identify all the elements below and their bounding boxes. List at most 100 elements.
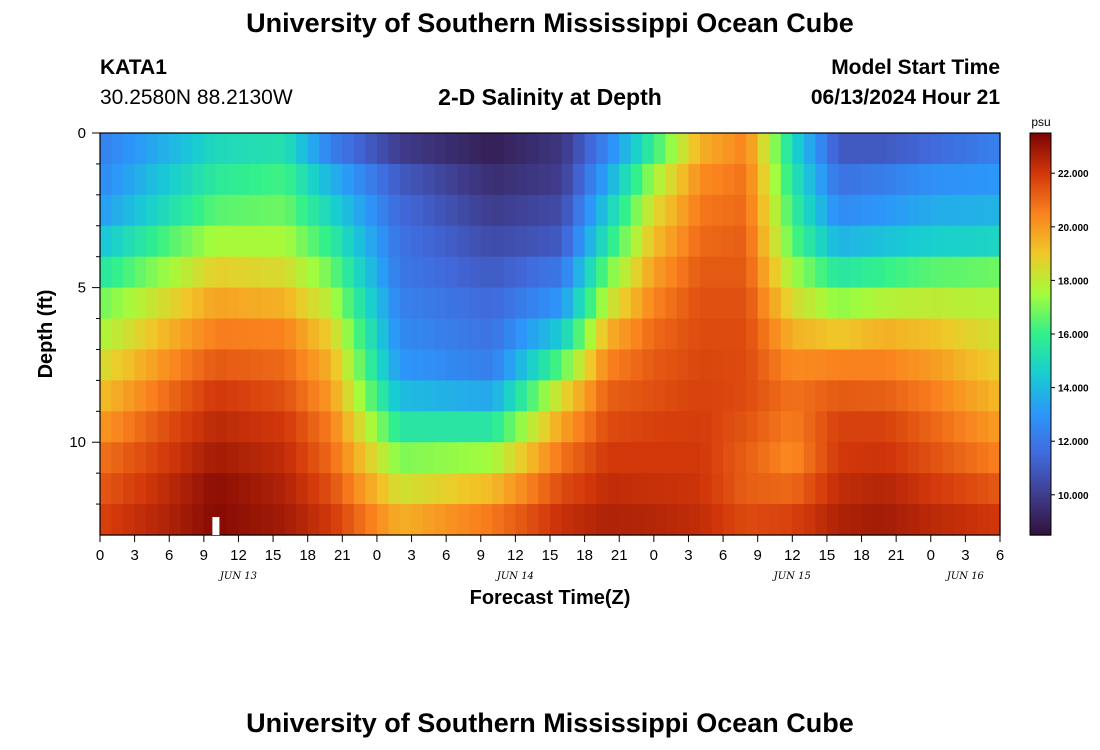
heatmap-cell — [561, 318, 574, 351]
heatmap-cell — [146, 473, 159, 505]
heatmap-cell — [850, 287, 863, 320]
heatmap-cell — [100, 442, 113, 474]
x-tick-label: 0 — [96, 547, 104, 564]
heatmap-cell — [100, 287, 113, 320]
heatmap-cell — [307, 411, 320, 443]
heatmap-cell — [400, 133, 413, 165]
heatmap-cell — [930, 256, 943, 289]
heatmap-cell — [123, 380, 136, 412]
heatmap-cell — [457, 504, 470, 536]
model-start-value: 06/13/2024 Hour 21 — [810, 86, 1000, 109]
colorbar-swatch — [1030, 457, 1051, 461]
heatmap-cell — [780, 133, 793, 165]
heatmap-cell — [965, 163, 978, 196]
heatmap-cell — [676, 473, 690, 505]
heatmap-cell — [953, 163, 966, 196]
heatmap-cell — [330, 411, 343, 443]
heatmap-cell — [226, 194, 240, 227]
heatmap-cell — [457, 163, 470, 196]
heatmap-cell — [284, 256, 297, 289]
heatmap-cell — [907, 504, 920, 536]
heatmap-cell — [550, 411, 563, 443]
heatmap-cell — [100, 133, 113, 165]
heatmap-cell — [411, 473, 424, 505]
heatmap-cell — [423, 504, 436, 536]
heatmap-cell — [423, 133, 436, 165]
heatmap-cell — [376, 473, 390, 505]
heatmap-cell — [976, 256, 990, 289]
heatmap-cell — [273, 349, 286, 381]
heatmap-cell — [976, 163, 990, 196]
heatmap-cell — [388, 349, 401, 381]
heatmap-cell — [307, 133, 320, 165]
heatmap-cell — [111, 163, 124, 196]
heatmap-cell — [538, 349, 551, 381]
x-tick-label: 18 — [853, 547, 870, 564]
heatmap-cell — [596, 287, 609, 320]
heatmap-cell — [376, 163, 390, 196]
heatmap-cell — [319, 163, 332, 196]
heatmap-cell — [203, 287, 216, 320]
colorbar-swatch — [1030, 170, 1051, 174]
heatmap-cell — [515, 411, 528, 443]
heatmap-cell — [550, 194, 563, 227]
colorbar-swatch — [1030, 425, 1051, 429]
heatmap-cell — [792, 349, 805, 381]
heatmap-cell — [180, 411, 193, 443]
heatmap-cell — [734, 380, 747, 412]
heatmap-cell — [988, 225, 1001, 258]
heatmap-cell — [423, 287, 436, 320]
heatmap-cell — [976, 380, 990, 412]
colorbar-swatch — [1030, 291, 1051, 295]
colorbar: 10.000 12.000 14.000 16.000 18.000 20.000 22.0… — [1029, 132, 1089, 536]
heatmap-cells — [100, 133, 1001, 536]
heatmap-cell — [376, 411, 390, 443]
heatmap-cell — [815, 163, 828, 196]
heatmap-cell — [561, 163, 574, 196]
heatmap-cell — [526, 504, 540, 536]
heatmap-cell — [653, 504, 666, 536]
heatmap-cell — [169, 256, 182, 289]
heatmap-cell — [365, 133, 378, 165]
heatmap-cell — [388, 287, 401, 320]
heatmap-cell — [850, 442, 863, 474]
heatmap-cell — [953, 287, 966, 320]
heatmap-cell — [296, 473, 309, 505]
colorbar-swatch — [1030, 459, 1051, 464]
heatmap-cell — [307, 504, 320, 536]
heatmap-cell — [411, 163, 424, 196]
heatmap-cell — [942, 163, 955, 196]
heatmap-cell — [815, 349, 828, 381]
heatmap-cell — [480, 349, 493, 381]
heatmap-cell — [896, 225, 909, 258]
heatmap-cell — [330, 194, 343, 227]
heatmap-cell — [873, 194, 886, 227]
heatmap-cell — [261, 225, 274, 258]
heatmap-cell — [100, 380, 113, 412]
heatmap-cell — [988, 442, 1001, 474]
heatmap-cell — [434, 194, 447, 227]
heatmap-cell — [100, 225, 113, 258]
heatmap-cell — [307, 349, 320, 381]
heatmap-cell — [630, 163, 643, 196]
heatmap-cell — [492, 504, 505, 536]
colorbar-swatch — [1030, 299, 1051, 303]
heatmap-cell — [803, 194, 816, 227]
heatmap-cell — [942, 256, 955, 289]
heatmap-cell — [423, 225, 436, 258]
heatmap-cell — [296, 380, 309, 412]
heatmap-cell — [376, 380, 390, 412]
heatmap-cell — [665, 225, 678, 258]
heatmap-cell — [676, 133, 690, 165]
heatmap-cell — [180, 133, 193, 165]
heatmap-cell — [250, 256, 263, 289]
heatmap-cell — [100, 163, 113, 196]
heatmap-cell — [307, 225, 320, 258]
heatmap-cell — [146, 194, 159, 227]
heatmap-cell — [757, 349, 770, 381]
heatmap-cell — [492, 163, 505, 196]
heatmap-cell — [746, 287, 759, 320]
heatmap-cell — [838, 287, 851, 320]
heatmap-cell — [780, 473, 793, 505]
heatmap-cell — [169, 318, 182, 351]
